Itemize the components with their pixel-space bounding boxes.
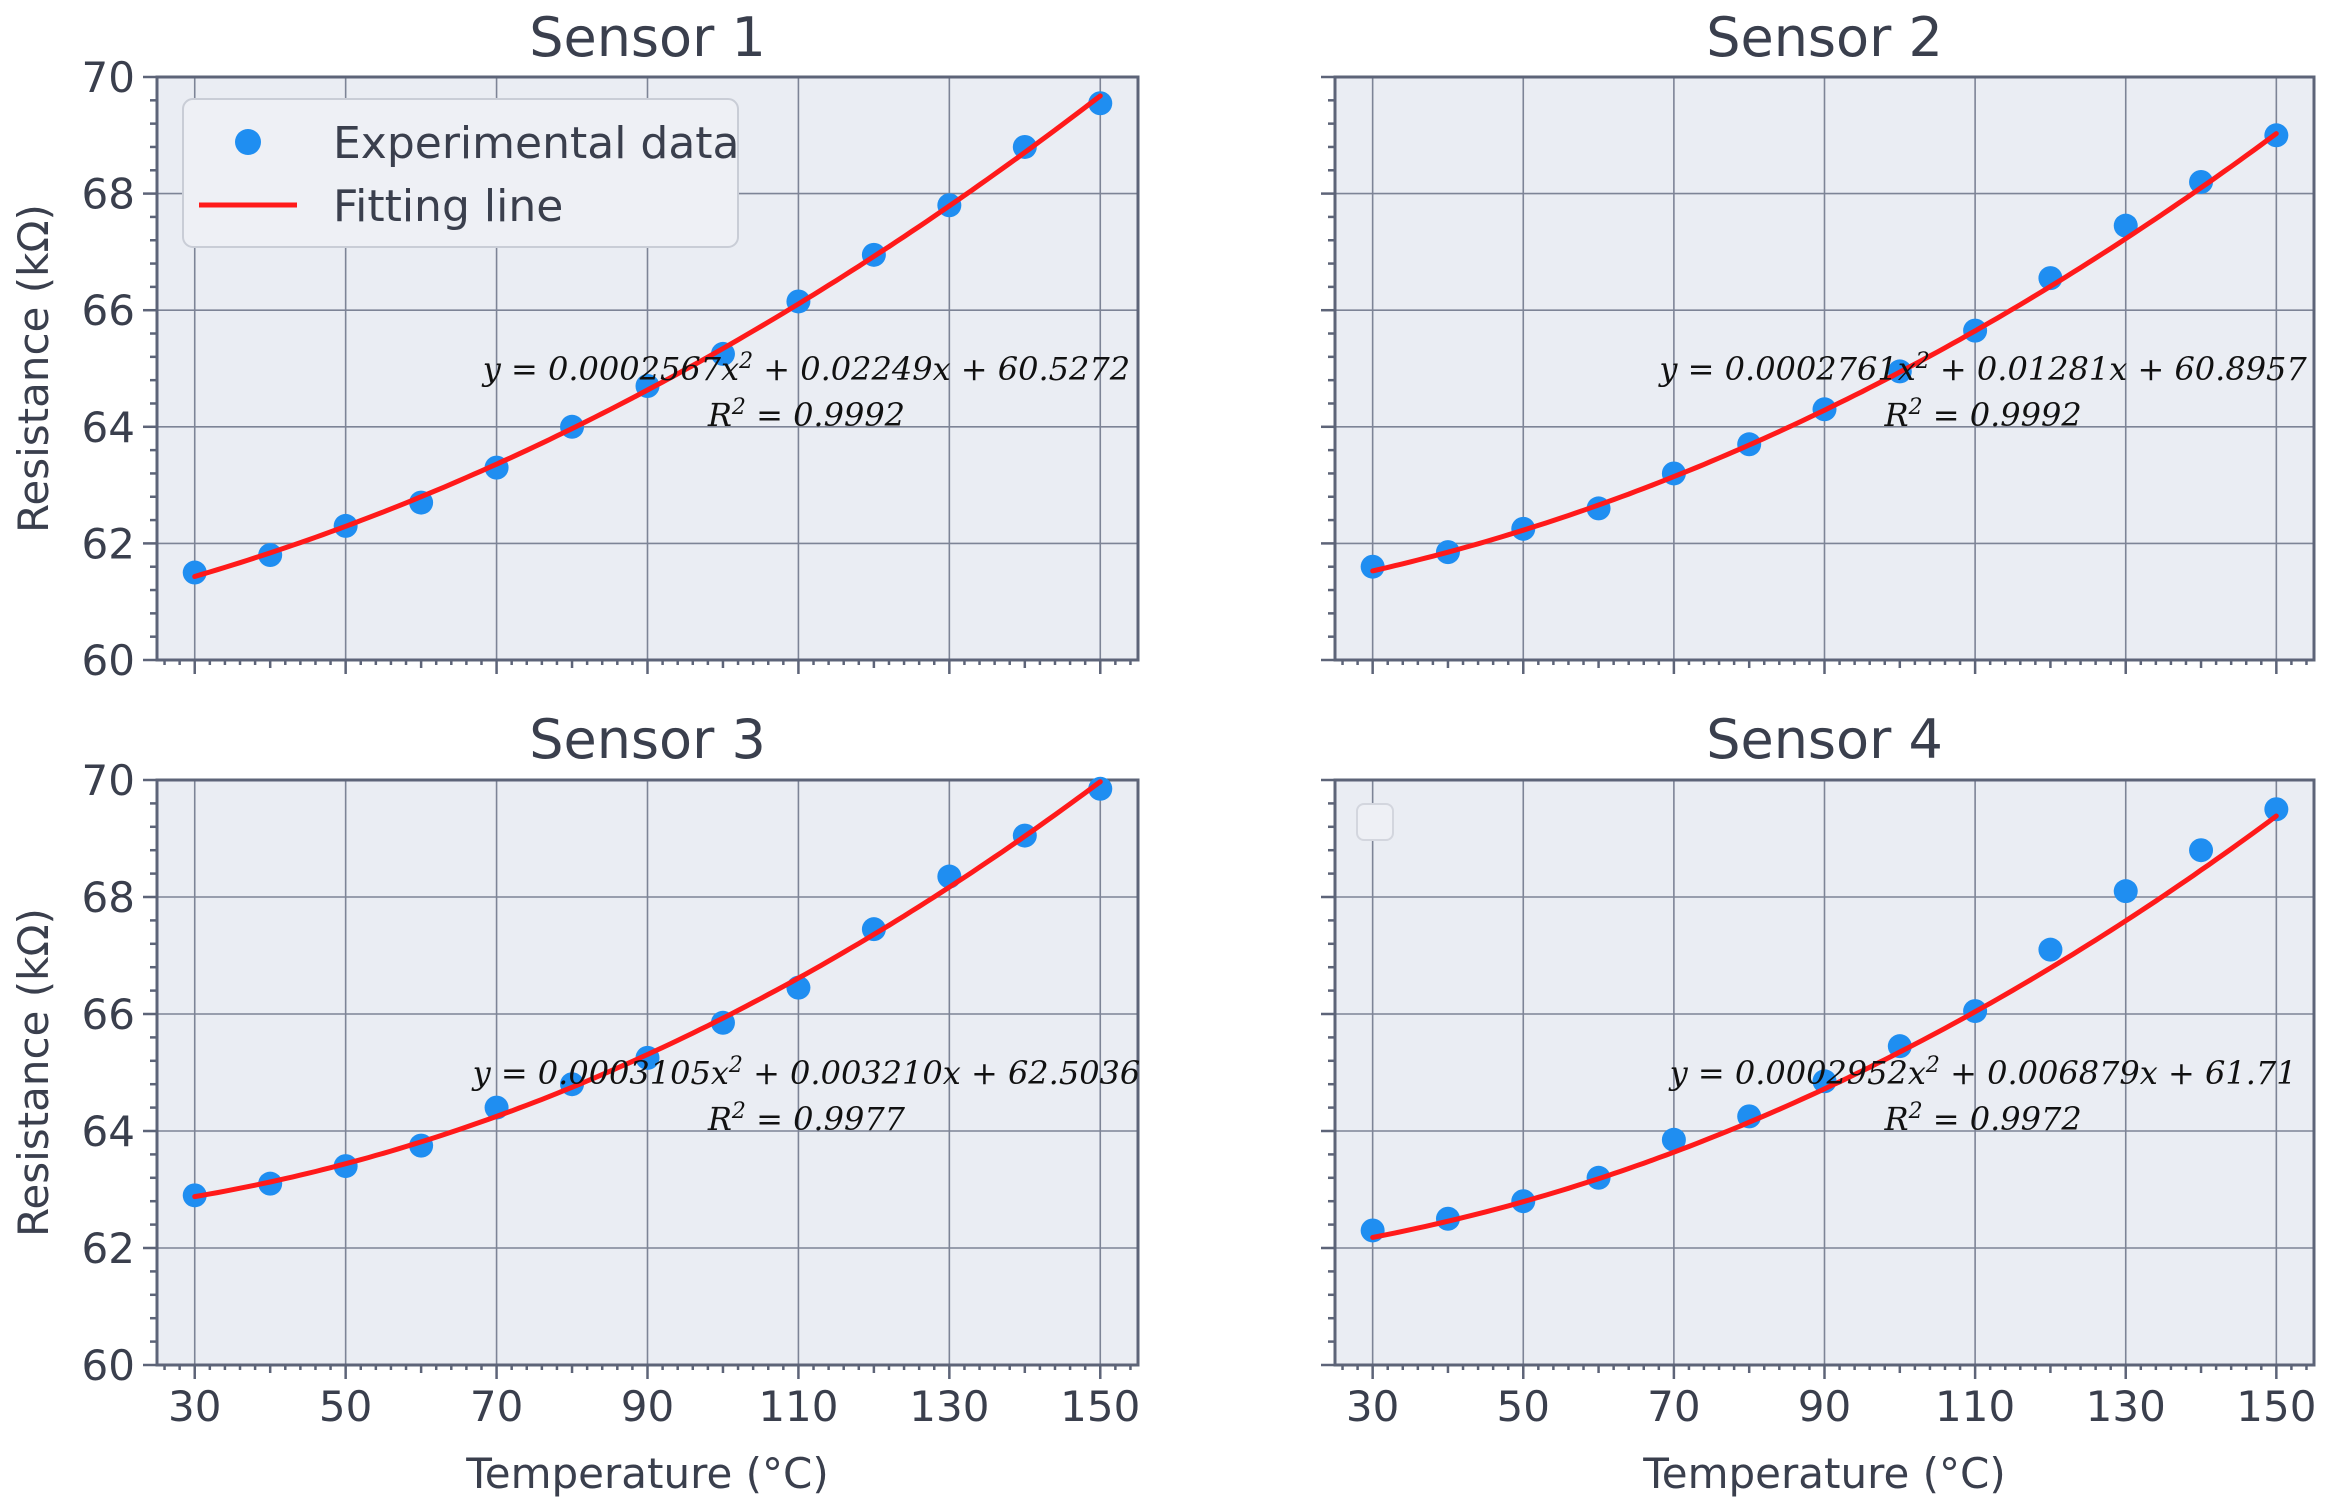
data-point [2113,213,2138,238]
y-tick-label: 62 [82,1224,135,1273]
panel-title: Sensor 3 [529,708,766,771]
x-tick-label: 130 [2086,1382,2166,1431]
panel-title: Sensor 2 [1706,6,1943,69]
ticks [143,778,1132,1379]
x-tick-label: 90 [621,1382,674,1431]
y-axis-label: Resistance (kΩ) [9,204,58,533]
x-tick-label: 110 [758,1382,838,1431]
fit-equation: y = 0.0002567x2 + 0.02249x + 60.5272 [481,349,1130,389]
r-squared: R2 = 0.9992 [1883,395,2081,435]
x-tick-label: 150 [1060,1382,1140,1431]
x-tick-label: 50 [319,1382,372,1431]
fitting-line [192,779,1103,1200]
x-tick-label: 30 [168,1382,221,1431]
x-tick-label: 70 [470,1382,523,1431]
y-tick-label: 60 [82,1341,135,1390]
x-tick-label: 50 [1497,1382,1550,1431]
x-tick-label: 110 [1935,1382,2015,1431]
y-tick-label: 70 [82,53,135,102]
data-point [1887,1034,1912,1059]
data-point [1360,554,1385,579]
data-point [1088,776,1113,801]
data-point [1012,134,1037,159]
data-point [2264,797,2289,822]
y-tick-label: 66 [82,990,135,1039]
fit-equation: y = 0.0003105x2 + 0.003210x + 62.5036 [471,1053,1141,1093]
y-tick-label: 68 [82,873,135,922]
y-tick-label: 64 [82,1107,135,1156]
x-tick-label: 90 [1798,1382,1851,1431]
data-point [1088,91,1113,116]
scatter-series [1360,123,2289,579]
x-tick-label: 30 [1346,1382,1399,1431]
r-squared: R2 = 0.9972 [1883,1099,2081,1139]
data-point [2189,838,2214,863]
x-tick-label: 150 [2236,1382,2316,1431]
x-tick-label: 70 [1647,1382,1700,1431]
panel-sensor-4: Sensor 4 30 50 70 90 110 130 150 Temperature (°C… [1321,708,2316,1498]
ticks [1321,778,2308,1379]
panel-sensor-1: Sensor 1 60 62 64 66 68 70 Resistance (kΩ) y = 0… [9,6,1140,685]
y-axis-label: Resistance (kΩ) [9,908,58,1237]
legend: Experimental data Fitting line [182,98,740,248]
y-tick-label: 64 [82,403,135,452]
y-tick-label: 68 [82,170,135,219]
legend-box-empty [1356,803,1394,841]
data-point [1661,1127,1686,1152]
fitting-line [1370,131,2279,574]
ticks [1321,75,2308,674]
legend-marker-scatter [235,129,261,155]
panel-sensor-2: Sensor 2 y = 0.0002761x2 + 0.01281x + 60.… [1321,6,2316,674]
panel-sensor-3: Sensor 3 30 50 70 90 110 130 150 60 62 64 66 68 70 Tem… [9,708,1140,1498]
x-tick-label: 130 [909,1382,989,1431]
fitting-line [192,93,1103,579]
r-squared: R2 = 0.9992 [707,395,905,435]
data-point [2113,879,2138,904]
fit-equation: y = 0.0002952x2 + 0.006879x + 61.71 [1668,1053,2297,1093]
x-axis-label: Temperature (°C) [1642,1449,2006,1498]
data-point [2189,169,2214,194]
y-tick-label: 66 [82,286,135,335]
panel-title: Sensor 1 [529,6,766,69]
ticks [143,75,1132,674]
scatter-series [182,776,1113,1208]
legend-label: Experimental data [333,118,740,169]
y-tick-label: 62 [82,519,135,568]
data-point [182,560,207,585]
fit-equation: y = 0.0002761x2 + 0.01281x + 60.8957 [1657,349,2307,389]
legend-box [182,98,739,248]
data-point [2038,937,2063,962]
x-axis-label: Temperature (°C) [465,1449,829,1498]
y-tick-label: 70 [82,756,135,805]
r-squared: R2 = 0.9977 [707,1099,906,1139]
panel-title: Sensor 4 [1706,708,1943,771]
y-tick-label: 60 [82,636,135,685]
legend-label: Fitting line [333,181,563,232]
fitting-line [1370,813,2279,1240]
